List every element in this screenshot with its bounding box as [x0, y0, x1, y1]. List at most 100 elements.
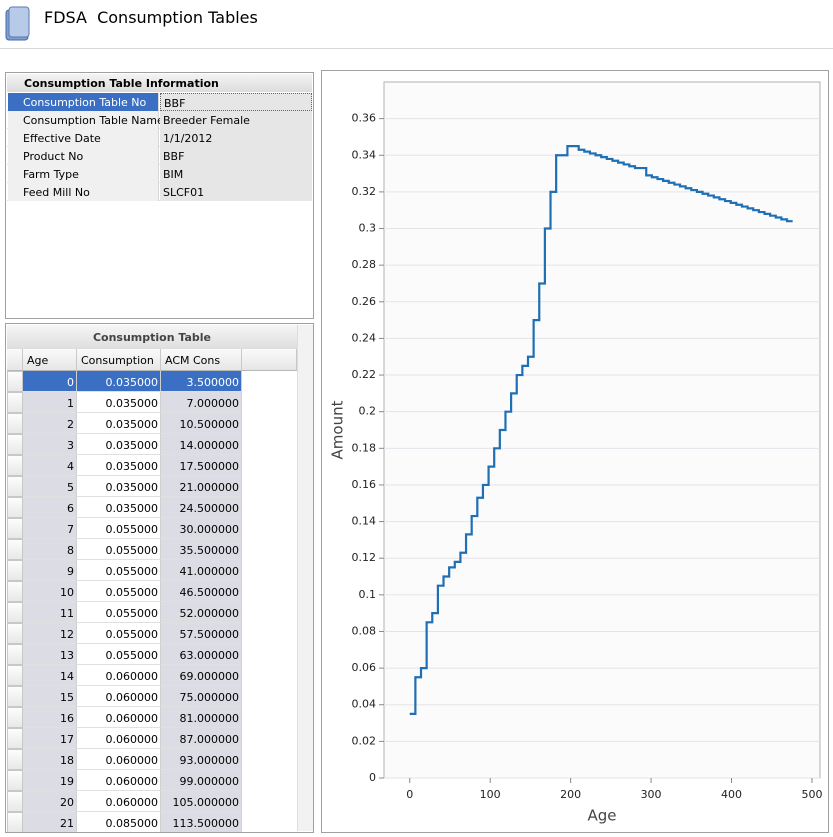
- info-value[interactable]: BBF: [160, 147, 312, 165]
- table-cell[interactable]: 0.060000: [77, 791, 161, 812]
- info-row[interactable]: Feed Mill No SLCF01: [7, 183, 312, 201]
- row-header[interactable]: [7, 665, 23, 686]
- table-cell[interactable]: 0.035000: [77, 392, 161, 413]
- row-header[interactable]: [7, 392, 23, 413]
- table-cell[interactable]: 0.055000: [77, 539, 161, 560]
- info-value[interactable]: 1/1/2012: [160, 129, 312, 147]
- table-cell[interactable]: 24.500000: [161, 497, 242, 518]
- table-cell[interactable]: 75.000000: [161, 686, 242, 707]
- table-cell[interactable]: 0.085000: [77, 812, 161, 832]
- table-cell[interactable]: 0.055000: [77, 518, 161, 539]
- table-cell[interactable]: 99.000000: [161, 770, 242, 791]
- table-cell[interactable]: 14: [23, 665, 77, 686]
- table-cell[interactable]: 63.000000: [161, 644, 242, 665]
- row-header[interactable]: [7, 791, 23, 812]
- column-header[interactable]: Consumption: [77, 349, 161, 371]
- row-header[interactable]: [7, 476, 23, 497]
- row-header[interactable]: [7, 497, 23, 518]
- info-value[interactable]: SLCF01: [160, 183, 312, 201]
- row-header[interactable]: [7, 560, 23, 581]
- table-cell[interactable]: 0.060000: [77, 665, 161, 686]
- table-cell[interactable]: 0.035000: [77, 434, 161, 455]
- row-header[interactable]: [7, 707, 23, 728]
- table-cell[interactable]: 0.035000: [77, 497, 161, 518]
- table-cell[interactable]: 9: [23, 560, 77, 581]
- table-cell[interactable]: 0.035000: [77, 455, 161, 476]
- table-cell[interactable]: 21: [23, 812, 77, 832]
- table-cell[interactable]: 17.500000: [161, 455, 242, 476]
- column-header[interactable]: ACM Cons: [161, 349, 242, 371]
- row-header[interactable]: [7, 623, 23, 644]
- info-value[interactable]: BIM: [160, 165, 312, 183]
- table-cell[interactable]: 81.000000: [161, 707, 242, 728]
- table-cell[interactable]: 0.055000: [77, 644, 161, 665]
- table-cell[interactable]: 52.000000: [161, 602, 242, 623]
- table-cell[interactable]: 11: [23, 602, 77, 623]
- table-cell[interactable]: 41.000000: [161, 560, 242, 581]
- table-cell[interactable]: 10.500000: [161, 413, 242, 434]
- table-cell[interactable]: 14.000000: [161, 434, 242, 455]
- table-cell[interactable]: 3.500000: [161, 371, 242, 392]
- info-value[interactable]: BBF: [160, 93, 312, 111]
- row-header[interactable]: [7, 686, 23, 707]
- table-cell[interactable]: 0: [23, 371, 77, 392]
- table-cell[interactable]: 113.500000: [161, 812, 242, 832]
- info-value[interactable]: Breeder Female: [160, 111, 312, 129]
- table-cell[interactable]: 0.060000: [77, 770, 161, 791]
- table-cell[interactable]: 2: [23, 413, 77, 434]
- row-header[interactable]: [7, 602, 23, 623]
- table-cell[interactable]: 0.055000: [77, 623, 161, 644]
- table-cell[interactable]: 0.060000: [77, 686, 161, 707]
- row-header[interactable]: [7, 812, 23, 832]
- table-cell[interactable]: 6: [23, 497, 77, 518]
- table-cell[interactable]: 21.000000: [161, 476, 242, 497]
- info-row[interactable]: Farm Type BIM: [7, 165, 312, 183]
- table-cell[interactable]: 20: [23, 791, 77, 812]
- row-header[interactable]: [7, 413, 23, 434]
- table-cell[interactable]: 8: [23, 539, 77, 560]
- table-cell[interactable]: 0.060000: [77, 728, 161, 749]
- table-cell[interactable]: 4: [23, 455, 77, 476]
- info-row[interactable]: Consumption Table No BBF: [7, 93, 312, 111]
- row-header[interactable]: [7, 434, 23, 455]
- table-cell[interactable]: 17: [23, 728, 77, 749]
- table-cell[interactable]: 3: [23, 434, 77, 455]
- table-cell[interactable]: 0.055000: [77, 581, 161, 602]
- table-cell[interactable]: 7: [23, 518, 77, 539]
- table-cell[interactable]: 0.060000: [77, 749, 161, 770]
- table-cell[interactable]: 10: [23, 581, 77, 602]
- table-cell[interactable]: 35.500000: [161, 539, 242, 560]
- table-cell[interactable]: 46.500000: [161, 581, 242, 602]
- table-cell[interactable]: 0.035000: [77, 371, 161, 392]
- table-cell[interactable]: 19: [23, 770, 77, 791]
- row-header[interactable]: [7, 749, 23, 770]
- table-cell[interactable]: 12: [23, 623, 77, 644]
- row-header[interactable]: [7, 644, 23, 665]
- row-header[interactable]: [7, 539, 23, 560]
- table-cell[interactable]: 18: [23, 749, 77, 770]
- row-header[interactable]: [7, 581, 23, 602]
- table-cell[interactable]: 93.000000: [161, 749, 242, 770]
- row-header[interactable]: [7, 371, 23, 392]
- table-cell[interactable]: 5: [23, 476, 77, 497]
- column-header[interactable]: Age: [23, 349, 77, 371]
- table-cell[interactable]: 0.035000: [77, 476, 161, 497]
- table-cell[interactable]: 13: [23, 644, 77, 665]
- table-cell[interactable]: 15: [23, 686, 77, 707]
- info-row[interactable]: Product No BBF: [7, 147, 312, 165]
- table-cell[interactable]: 1: [23, 392, 77, 413]
- table-cell[interactable]: 30.000000: [161, 518, 242, 539]
- info-row[interactable]: Effective Date 1/1/2012: [7, 129, 312, 147]
- row-header[interactable]: [7, 770, 23, 791]
- table-cell[interactable]: 0.060000: [77, 707, 161, 728]
- table-cell[interactable]: 7.000000: [161, 392, 242, 413]
- table-cell[interactable]: 0.055000: [77, 560, 161, 581]
- row-header[interactable]: [7, 455, 23, 476]
- table-cell[interactable]: 57.500000: [161, 623, 242, 644]
- table-cell[interactable]: 69.000000: [161, 665, 242, 686]
- scrollbar[interactable]: [297, 325, 313, 831]
- table-cell[interactable]: 0.035000: [77, 413, 161, 434]
- table-cell[interactable]: 16: [23, 707, 77, 728]
- table-cell[interactable]: 105.000000: [161, 791, 242, 812]
- info-row[interactable]: Consumption Table Name Breeder Female: [7, 111, 312, 129]
